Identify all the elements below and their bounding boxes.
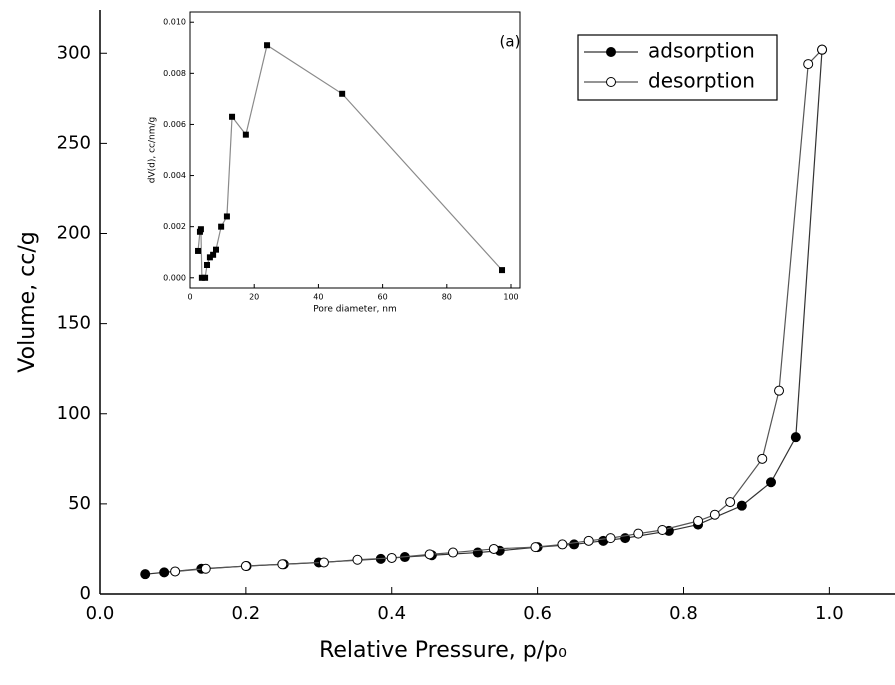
legend-label: adsorption	[648, 39, 755, 63]
marker	[223, 213, 230, 220]
marker	[386, 552, 397, 563]
marker	[499, 267, 506, 274]
marker	[583, 535, 594, 546]
y-tick-label: 0.002	[163, 222, 186, 231]
y-tick-label: 0	[80, 583, 91, 604]
x-tick-label: 80	[442, 292, 452, 301]
y-tick-label: 0.010	[163, 18, 186, 27]
legend: adsorption desorption	[577, 34, 778, 101]
marker	[210, 251, 217, 258]
x-tick-label: 0.6	[523, 603, 552, 624]
marker	[206, 254, 213, 261]
marker	[264, 42, 271, 49]
marker	[472, 547, 483, 558]
marker	[709, 509, 720, 520]
x-tick-label: 1.0	[815, 603, 844, 624]
plot-frame	[189, 11, 521, 289]
marker	[530, 542, 541, 553]
marker	[140, 569, 151, 580]
marker	[242, 131, 249, 138]
x-axis-label: Relative Pressure, p/p₀	[319, 638, 567, 663]
marker	[197, 226, 204, 233]
marker	[736, 500, 747, 511]
marker	[693, 516, 704, 526]
marker	[448, 547, 459, 558]
x-axis-label: Pore diameter, nm	[313, 304, 397, 314]
marker	[766, 477, 777, 488]
marker	[790, 432, 801, 443]
series-line	[175, 49, 823, 573]
marker	[606, 47, 616, 57]
x-tick-label: 0.2	[232, 603, 261, 624]
marker	[774, 385, 785, 396]
marker	[817, 44, 828, 55]
marker	[657, 525, 668, 536]
marker	[240, 561, 251, 572]
marker	[218, 223, 225, 230]
marker	[170, 566, 181, 577]
marker	[557, 539, 568, 550]
marker	[202, 274, 209, 281]
plot: 0.0 0.2 0.4 0.6 0.8 1.0050100150200250300Rela…	[15, 10, 895, 663]
marker	[352, 554, 363, 565]
marker	[195, 247, 202, 254]
y-axis-label: dV(d), cc/nm/g	[148, 117, 158, 183]
marker	[488, 543, 499, 554]
y-tick-label: 150	[57, 313, 91, 334]
marker	[569, 539, 580, 550]
marker	[633, 528, 644, 539]
y-tick-label: 0.008	[163, 69, 186, 78]
y-axis-label: Volume, cc/g	[15, 231, 40, 372]
x-tick-label: 0.8	[669, 603, 698, 624]
marker	[229, 113, 236, 120]
y-tick-label: 100	[57, 403, 91, 424]
x-tick-label: 40	[313, 292, 323, 301]
marker	[424, 549, 435, 560]
series-line	[197, 44, 503, 279]
marker	[757, 453, 768, 464]
y-tick-label: 200	[57, 223, 91, 244]
marker	[204, 262, 211, 268]
y-tick-label: 0.000	[163, 273, 186, 282]
legend-box	[577, 34, 778, 101]
legend-label: desorption	[648, 69, 755, 93]
y-tick-label: 50	[68, 493, 91, 514]
x-tick-label: 100	[503, 292, 518, 301]
x-tick-label: 20	[249, 292, 259, 301]
annotation: (a)	[500, 33, 521, 51]
marker	[213, 246, 220, 253]
marker	[277, 559, 288, 570]
x-tick-label: 0.4	[377, 603, 406, 624]
marker	[606, 77, 616, 87]
marker	[198, 274, 205, 281]
y-tick-label: 0.004	[163, 171, 186, 180]
marker	[159, 567, 170, 578]
plot: 0 20 40 60 80 100 0.000 0.002 0.004 0.006 0.008 0.0…	[148, 11, 521, 314]
y-tick-label: 300	[57, 42, 91, 63]
x-tick-label: 60	[378, 292, 388, 301]
marker	[725, 497, 736, 508]
marker	[803, 59, 814, 70]
x-tick-label: 0	[187, 292, 192, 301]
marker	[200, 563, 211, 574]
marker	[318, 557, 329, 568]
marker	[605, 533, 616, 544]
y-tick-label: 0.006	[163, 120, 186, 129]
x-tick-label: 0.0	[86, 603, 115, 624]
marker	[339, 90, 346, 97]
y-tick-label: 250	[57, 132, 91, 153]
